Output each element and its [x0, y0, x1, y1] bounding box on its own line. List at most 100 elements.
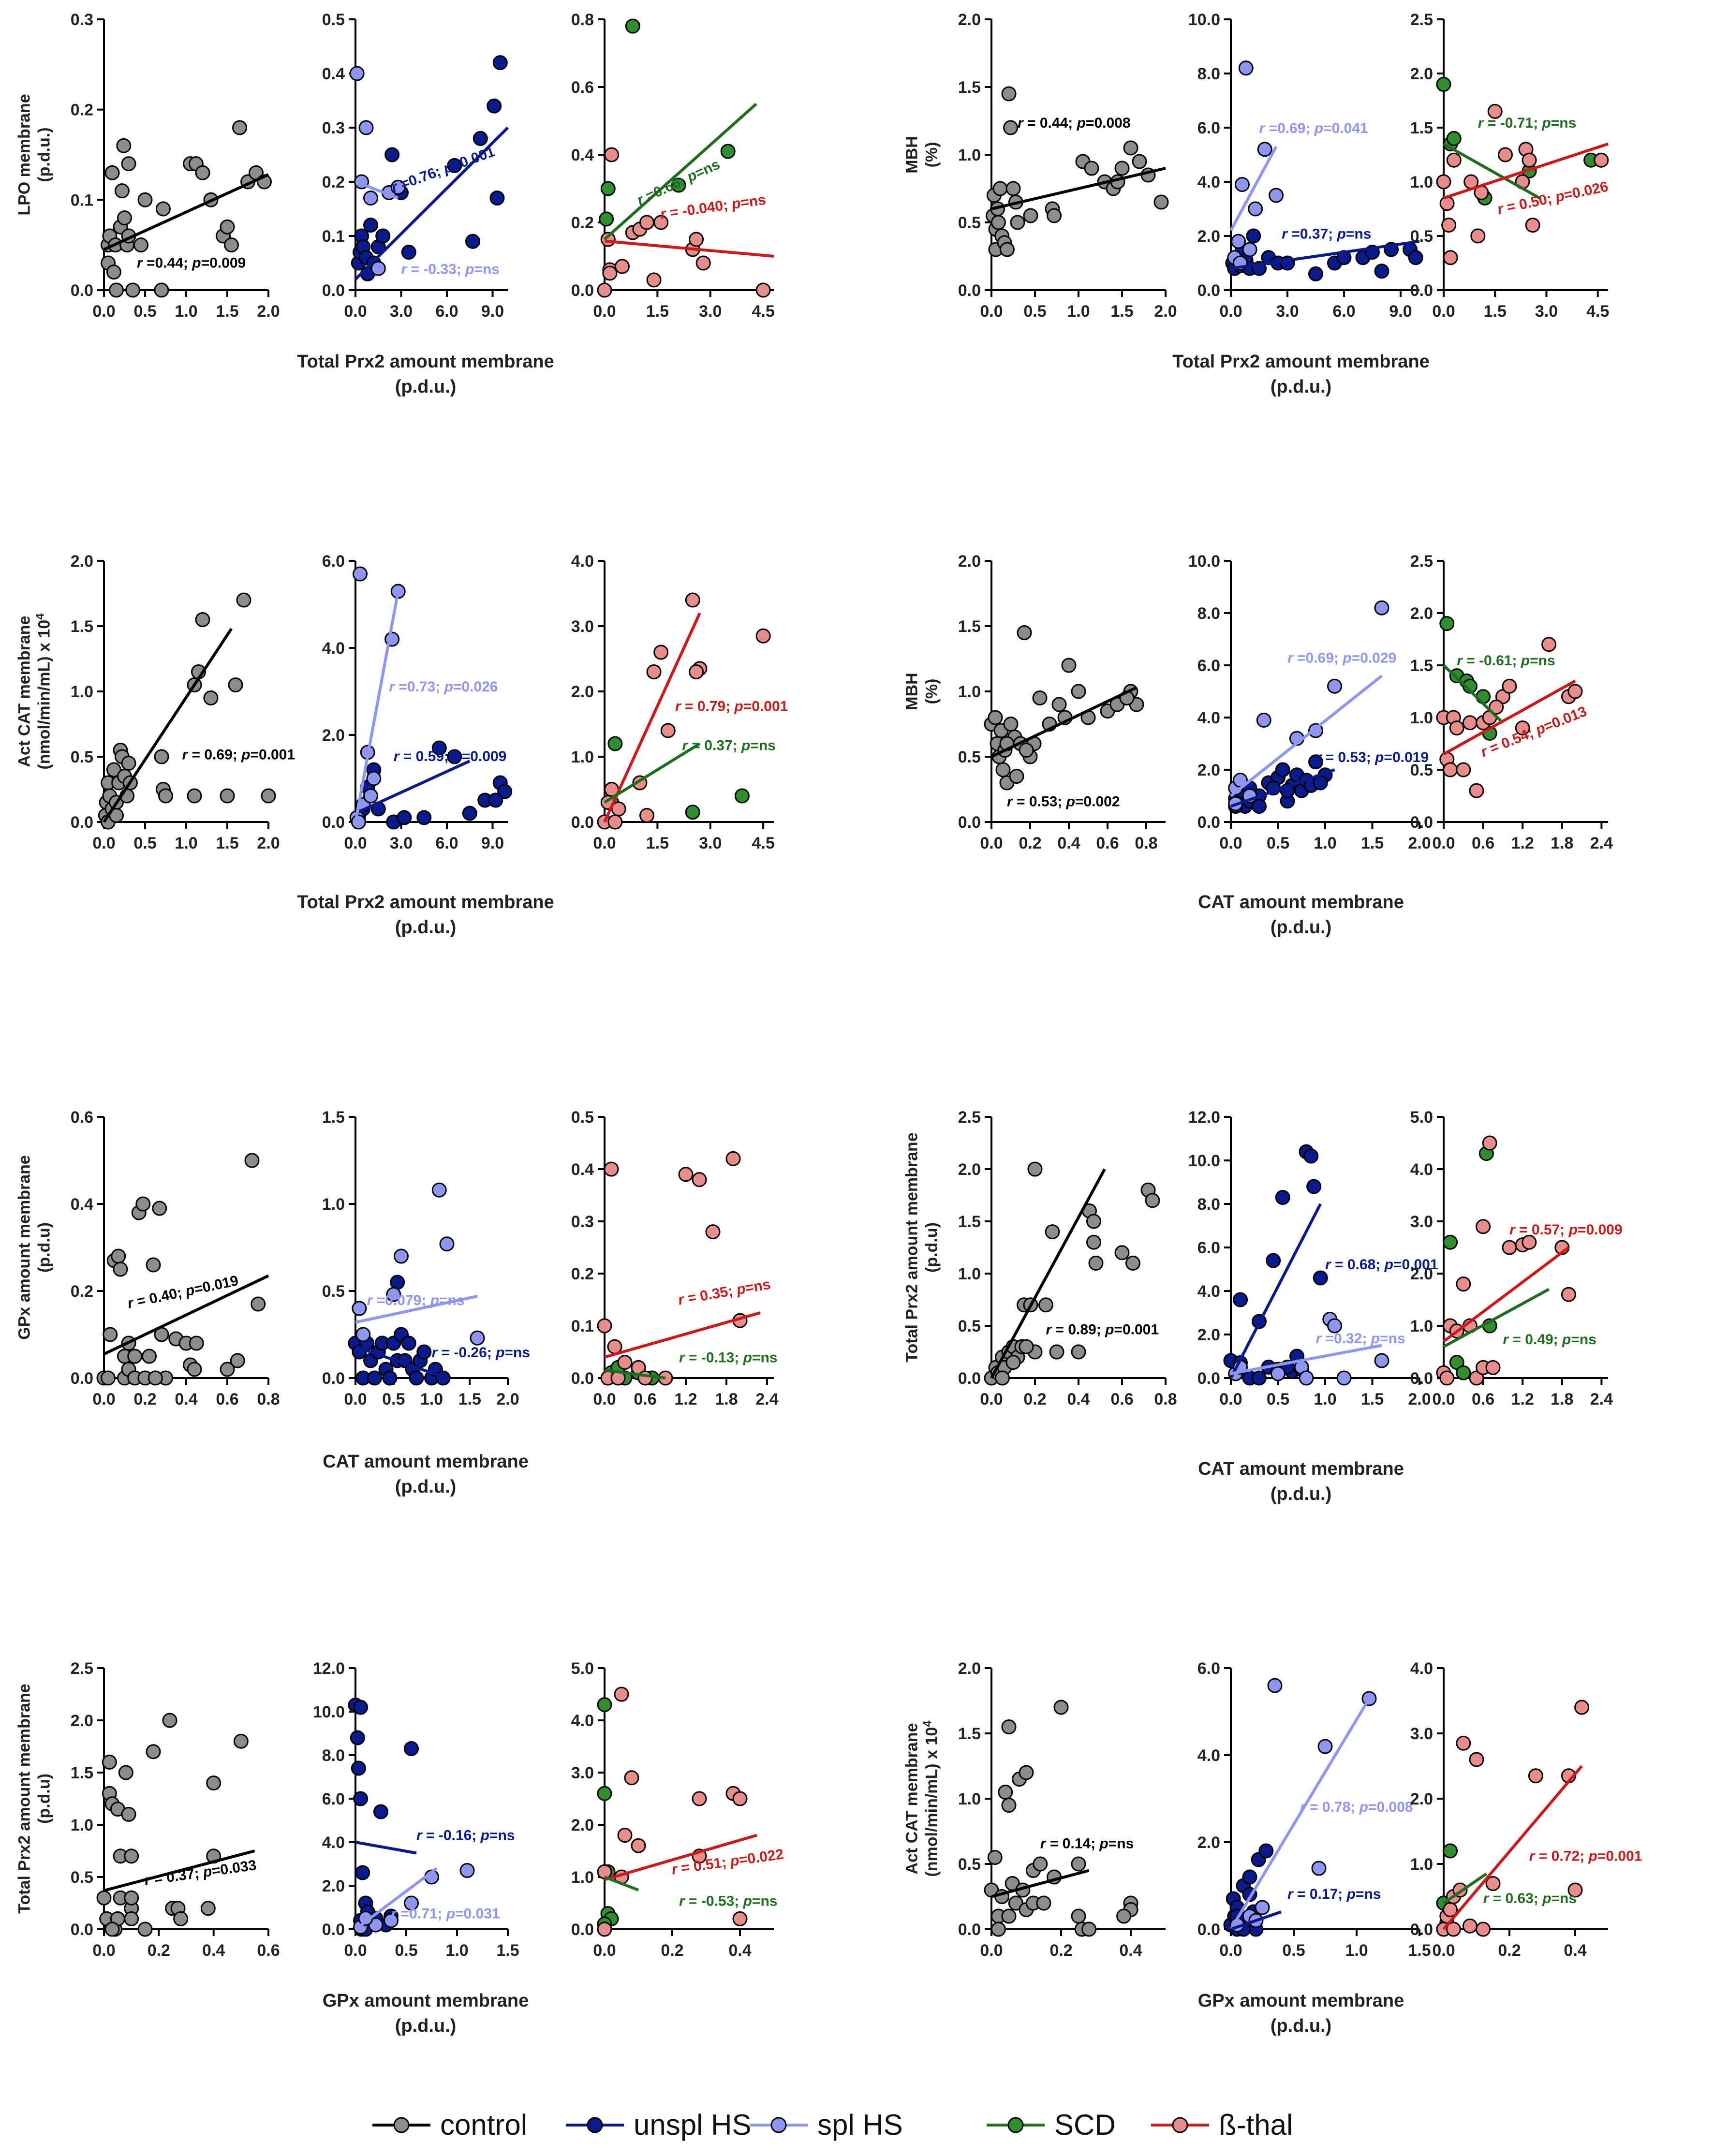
panel-7-0: 0.0 0.5 1.0 1.5 2.0 0.0 0.2 0.4 r = 0.14; p=ns — [958, 1659, 1166, 1960]
data-point-unspl — [1252, 799, 1267, 814]
y-tick-label: 0.0 — [322, 1921, 345, 1939]
y-tick-label: 0.0 — [1197, 281, 1220, 300]
y-tick-label: 2.0 — [958, 1160, 981, 1179]
x-tick-label: 3.0 — [1535, 302, 1558, 321]
x-tick-label: 0.0 — [980, 834, 1003, 852]
data-point-bthal — [1567, 684, 1583, 699]
data-point-control — [1009, 769, 1024, 784]
x-axis-unit: (p.d.u.) — [395, 1477, 457, 1497]
y-tick-label: 4.0 — [1197, 1282, 1220, 1301]
data-point-spl — [1242, 242, 1257, 257]
data-point-spl — [1269, 188, 1284, 203]
y-tick-label: 2.0 — [71, 1712, 93, 1730]
y-tick-label: 0.0 — [1410, 1369, 1433, 1388]
x-tick-label: 0.0 — [92, 302, 115, 321]
data-point-bthal — [685, 592, 700, 608]
data-point-control — [1086, 1214, 1101, 1229]
x-tick-label: 0.4 — [1067, 1390, 1090, 1408]
y-tick-label: 8.0 — [1197, 1195, 1220, 1214]
y-tick-label: 0.0 — [958, 813, 981, 832]
legend-item-control: control — [372, 2109, 527, 2141]
data-point-control — [104, 165, 120, 180]
y-tick-label: 8.0 — [1197, 604, 1220, 623]
x-tick-label: 0.5 — [1267, 1390, 1289, 1408]
correlation-annotation: r = 0.89; p=0.001 — [1046, 1321, 1159, 1337]
data-point-spl — [1327, 1318, 1342, 1334]
correlation-annotation: r = 0.69; p=0.001 — [182, 747, 296, 763]
data-point-unspl — [1313, 775, 1328, 791]
regression-line-control — [103, 1849, 255, 1892]
x-tick-label: 0.4 — [1564, 1941, 1586, 1960]
y-tick-label: 0.0 — [571, 1921, 594, 1939]
data-point-control — [102, 1754, 117, 1770]
regression-line-spl — [1230, 1344, 1382, 1375]
legend-label: unspl HS — [634, 2109, 751, 2141]
y-tick-label: 8.0 — [322, 1746, 345, 1765]
data-point-control — [1088, 1255, 1104, 1271]
data-point-control — [230, 1353, 245, 1368]
data-point-scd — [720, 144, 736, 159]
correlation-annotation: r =0.76; p=0.001 — [389, 144, 497, 196]
data-point-unspl — [447, 749, 462, 764]
legend-marker — [393, 2117, 410, 2133]
data-point-bthal — [604, 1161, 619, 1177]
data-point-bthal — [1469, 1752, 1484, 1767]
data-point-unspl — [401, 1335, 416, 1351]
x-tick-label: 2.4 — [1590, 834, 1613, 852]
correlation-annotation: r = 0.72; p=0.001 — [1529, 1848, 1642, 1864]
data-point-bthal — [597, 282, 612, 298]
y-tick-label: 6.0 — [1197, 1659, 1220, 1678]
data-point-control — [228, 677, 243, 692]
y-tick-label: 0.4 — [571, 1160, 594, 1179]
y-tick-label: 10.0 — [313, 1703, 345, 1721]
x-tick-label: 0.0 — [92, 1941, 115, 1960]
correlation-annotation: r =0.44; p=0.009 — [137, 255, 246, 271]
x-axis-unit: (p.d.u.) — [395, 377, 457, 397]
x-tick-label: 1.5 — [1484, 302, 1507, 321]
y-tick-label: 1.5 — [1410, 119, 1433, 137]
data-point-bthal — [1482, 1135, 1497, 1151]
y-tick-label: 1.0 — [1410, 709, 1433, 727]
y-tick-label: 0.2 — [322, 173, 345, 191]
x-tick-label: 2.4 — [755, 1390, 778, 1408]
data-point-bthal — [597, 1921, 612, 1937]
regression-line-scd — [604, 1876, 639, 1892]
x-tick-label: 0.0 — [593, 834, 616, 852]
data-point-bthal — [689, 664, 704, 679]
correlation-annotation: r = 0.40; p=0.019 — [126, 1273, 240, 1312]
data-point-control — [1061, 658, 1077, 673]
data-point-unspl — [488, 792, 503, 808]
data-point-control — [1084, 161, 1099, 176]
data-point-spl — [1327, 678, 1342, 694]
x-tick-label: 1.5 — [1361, 834, 1384, 852]
x-tick-label: 0.6 — [1472, 834, 1494, 852]
data-point-control — [127, 1349, 143, 1364]
y-tick-label: 2.0 — [1410, 604, 1433, 623]
x-tick-label: 0.0 — [980, 302, 1003, 321]
y-tick-label: 2.5 — [1410, 552, 1433, 571]
data-point-control — [187, 1362, 202, 1377]
x-tick-label: 4.5 — [752, 834, 774, 852]
correlation-annotation: r = 0.63; p=ns — [1483, 1891, 1577, 1907]
x-tick-label: 0.4 — [202, 1941, 225, 1960]
data-point-spl — [390, 179, 406, 195]
data-point-bthal — [1446, 152, 1462, 168]
x-tick-label: 6.0 — [1332, 302, 1355, 321]
y-tick-label: 0.3 — [571, 1213, 594, 1231]
legend-item-spl: spl HS — [750, 2109, 903, 2141]
data-point-bthal — [646, 272, 662, 288]
regression-line-bthal — [603, 612, 701, 823]
y-tick-label: 0.0 — [1197, 1921, 1220, 1939]
panel-7-2: 0.0 1.0 2.0 3.0 4.0 0.0 0.2 0.4 r = 0.72; p=0.00… — [1410, 1659, 1642, 1960]
data-point-bthal — [755, 628, 771, 644]
data-point-control — [125, 282, 140, 298]
y-tick-label: 0.8 — [571, 11, 594, 29]
data-point-bthal — [695, 255, 711, 271]
y-axis-title: Total Prx2 amount membrane(p.d.u) — [15, 1684, 54, 1914]
data-point-unspl — [431, 740, 447, 756]
data-point-unspl — [397, 810, 412, 825]
data-point-bthal — [1522, 1234, 1537, 1250]
data-point-bthal — [1469, 1370, 1484, 1386]
panel-1-1: 0.0 2.0 4.0 6.0 8.0 10.0 0.0 3.0 6.0 9.0 r =0.69; … — [1188, 11, 1423, 321]
regression-line-scd — [1443, 142, 1540, 200]
